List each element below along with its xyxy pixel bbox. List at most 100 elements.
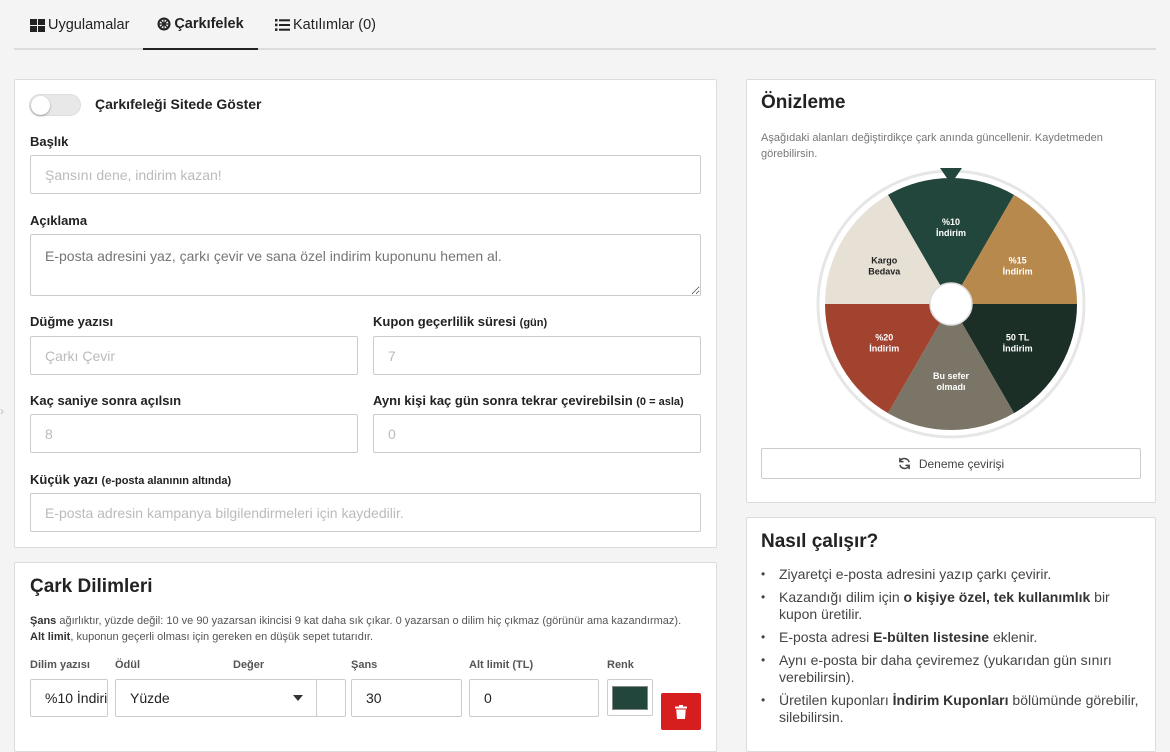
small-text-input[interactable]: E-posta adresin kampanya bilgilendirmele… [30, 493, 701, 532]
coupon-validity-label-text: Kupon geçerlilik süresi [373, 314, 517, 329]
wheel-slice-label: Bu sefer [933, 371, 970, 381]
slice-chance-input[interactable]: 30 [351, 679, 462, 717]
how-item-text: bir kupon üretilir. [779, 589, 1110, 622]
small-text-hint: (e-posta alanının altında) [101, 475, 232, 487]
wheel-icon [157, 17, 171, 31]
list-icon [275, 19, 290, 31]
respin-label-text: Aynı kişi kaç gün sonra tekrar çevirebil… [373, 393, 633, 408]
show-on-site-toggle[interactable] [29, 94, 81, 116]
tab-bar: Uygulamalar Çarkıfelek Katılımlar (0) [14, 0, 1156, 50]
wheel-slice [888, 304, 1014, 430]
how-item: Ziyaretçi e-posta adresini yazıp çarkı ç… [761, 566, 1141, 583]
wheel-slice-label: Bedava [868, 267, 901, 277]
preview-title: Önizleme [761, 92, 846, 113]
tab-applications-label: Uygulamalar [48, 17, 130, 33]
wheel-slice-label: %15 [1009, 256, 1027, 266]
column-color-label: Renk [607, 659, 634, 671]
slice-value-input[interactable] [316, 679, 346, 717]
how-it-works-card: Nasıl çalışır? Ziyaretçi e-posta adresin… [746, 517, 1156, 752]
wheel-slice [825, 194, 951, 304]
title-label: Başlık [30, 134, 69, 149]
caret-down-icon [293, 695, 303, 701]
wheel-slice-label: İndirim [869, 344, 899, 354]
note-limit-bold: Alt limit [30, 631, 71, 643]
wheel-slice-label: Kargo [871, 256, 898, 266]
column-reward-label: Ödül [115, 659, 141, 671]
how-item-text: bölümünde görebilir, silebilirsin. [779, 692, 1139, 725]
wheel-preview: %10 İndirim %15 İndirim 50 TL İndirim Bu sefer… [813, 166, 1089, 442]
small-text-label: Küçük yazı (e-posta alanının altında) [30, 472, 231, 487]
how-item-text: Ziyaretçi e-posta adresini yazıp çarkı ç… [779, 566, 1052, 582]
test-spin-label: Deneme çevirişi [918, 456, 1005, 471]
tab-applications[interactable]: Uygulamalar [30, 0, 129, 50]
how-item: E-posta adresi E-bülten listesine ekleni… [761, 629, 1141, 646]
how-item-bold: E-bülten listesine [873, 629, 990, 645]
note-limit-text: , kuponun geçerli olması için gereken en… [70, 631, 374, 643]
slice-name-input[interactable]: %10 İndirim [30, 679, 108, 717]
coupon-validity-label: Kupon geçerlilik süresi (gün) [373, 314, 547, 329]
wheel-slice-label: %10 [942, 217, 960, 227]
description-label: Açıklama [30, 213, 88, 228]
column-min-limit-label: Alt limit (TL) [469, 659, 534, 671]
description-textarea[interactable] [30, 234, 701, 296]
slice-reward-select[interactable]: Yüzde [115, 679, 318, 717]
wheel-hub [929, 282, 973, 326]
coupon-validity-input[interactable]: 7 [373, 336, 701, 375]
tab-wheel-label: Çarkıfelek [174, 16, 244, 32]
wheel-pointer-icon [940, 168, 962, 184]
slice-min-limit-input[interactable]: 0 [469, 679, 599, 717]
open-after-label: Kaç saniye sonra açılsın [30, 393, 182, 408]
how-title: Nasıl çalışır? [761, 531, 879, 552]
how-item-text: eklenir. [989, 629, 1038, 645]
column-value-label: Değer [233, 659, 265, 671]
wheel-slice-label: 50 TL [1006, 333, 1030, 343]
wheel-slice [951, 304, 1077, 414]
slice-color-picker[interactable] [607, 679, 653, 716]
open-after-input[interactable]: 8 [30, 414, 358, 453]
tab-wheel[interactable]: Çarkıfelek [143, 0, 258, 50]
preview-card: Önizleme Aşağıdaki alanları değiştirdikç… [746, 79, 1156, 503]
slice-reward-value: Yüzde [130, 690, 170, 706]
wheel-slice [825, 304, 951, 414]
how-item-text: E-posta adresi [779, 629, 874, 645]
wheel-slice-label: İndirim [1003, 344, 1033, 354]
wheel-slice-label: İndirim [1003, 267, 1033, 277]
wheel-slice [951, 194, 1077, 304]
slices-title: Çark Dilimleri [30, 576, 153, 597]
note-chance-bold: Şans [30, 615, 57, 627]
preview-description: Aşağıdaki alanları değiştirdikçe çark an… [761, 132, 1103, 160]
button-text-label: Düğme yazısı [30, 314, 114, 329]
grid-icon [30, 18, 45, 32]
column-name-label: Dilim yazısı [30, 659, 90, 671]
show-on-site-label: Çarkıfeleği Sitede Göster [95, 96, 262, 112]
test-spin-button[interactable]: Deneme çevirişi [761, 448, 1141, 479]
respin-input[interactable]: 0 [373, 414, 701, 453]
delete-slice-button[interactable] [661, 693, 701, 730]
refresh-icon [898, 457, 910, 470]
how-item-text: Üretilen kuponları [779, 692, 893, 708]
coupon-validity-hint: (gün) [519, 317, 548, 329]
how-item-bold: İndirim Kuponları [892, 692, 1009, 708]
how-item-text: Kazandığı dilim için [779, 589, 904, 605]
title-input[interactable]: Şansını dene, indirim kazan! [30, 155, 701, 194]
chevron-right-icon: › [0, 404, 4, 418]
tab-participants-label: Katılımlar (0) [293, 17, 376, 33]
wheel-slice-label: olmadı [936, 382, 965, 392]
column-chance-label: Şans [351, 659, 378, 671]
respin-label: Aynı kişi kaç gün sonra tekrar çevirebil… [373, 393, 684, 408]
color-swatch [612, 685, 648, 710]
tab-participants[interactable]: Katılımlar (0) [275, 0, 376, 50]
how-item-text: Aynı e-posta bir daha çeviremez (yukarıd… [779, 652, 1112, 685]
settings-card: Çarkıfeleği Sitede Göster Başlık Şansını… [14, 79, 717, 548]
respin-hint: (0 = asla) [636, 396, 684, 408]
how-item: Üretilen kuponları İndirim Kuponları böl… [761, 692, 1141, 726]
how-item: Kazandığı dilim için o kişiye özel, tek … [761, 589, 1141, 623]
button-text-input[interactable]: Çarkı Çevir [30, 336, 358, 375]
trash-icon [675, 704, 687, 719]
toggle-knob [31, 96, 50, 115]
how-list: Ziyaretçi e-posta adresini yazıp çarkı ç… [761, 566, 1141, 732]
wheel-slice-label: İndirim [936, 228, 966, 238]
slices-card: Çark Dilimleri Şans ağırlıktır, yüzde de… [14, 562, 717, 752]
small-text-label-text: Küçük yazı [30, 472, 98, 487]
